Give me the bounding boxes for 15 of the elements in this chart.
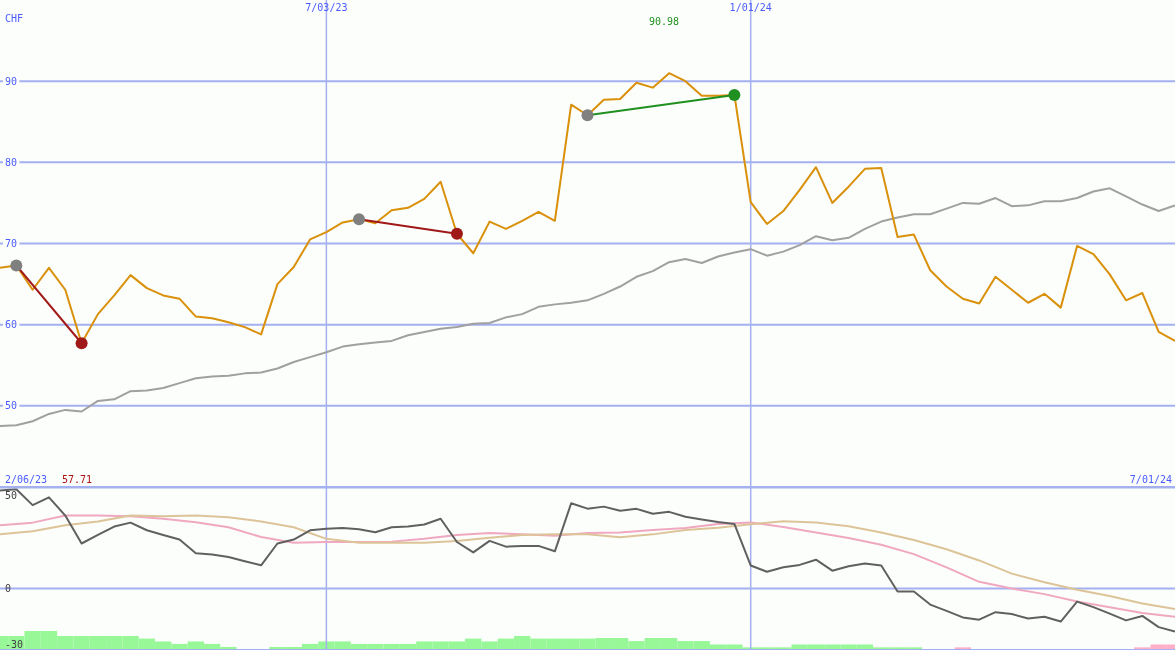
- y-tick-label: 50: [5, 400, 18, 412]
- y-tick-label: 50: [5, 489, 18, 501]
- x-tick-label: 1/01/24: [729, 2, 772, 13]
- annotation: 90.98: [649, 16, 680, 27]
- y-axis-title: CHF: [5, 13, 24, 24]
- y-tick-label: 60: [5, 319, 18, 331]
- y-tick-label: 0: [5, 583, 12, 595]
- x-tick-label: 7/03/23: [305, 2, 348, 13]
- y-tick-label: 90: [5, 75, 18, 87]
- annotation: 7/01/24: [1129, 474, 1172, 485]
- y-tick-label: 80: [5, 156, 18, 168]
- annotation: 57.71: [62, 474, 93, 485]
- y-tick-label: -30: [5, 638, 24, 650]
- y-tick-label: 70: [5, 238, 18, 249]
- annotation: 2/06/23: [5, 474, 48, 485]
